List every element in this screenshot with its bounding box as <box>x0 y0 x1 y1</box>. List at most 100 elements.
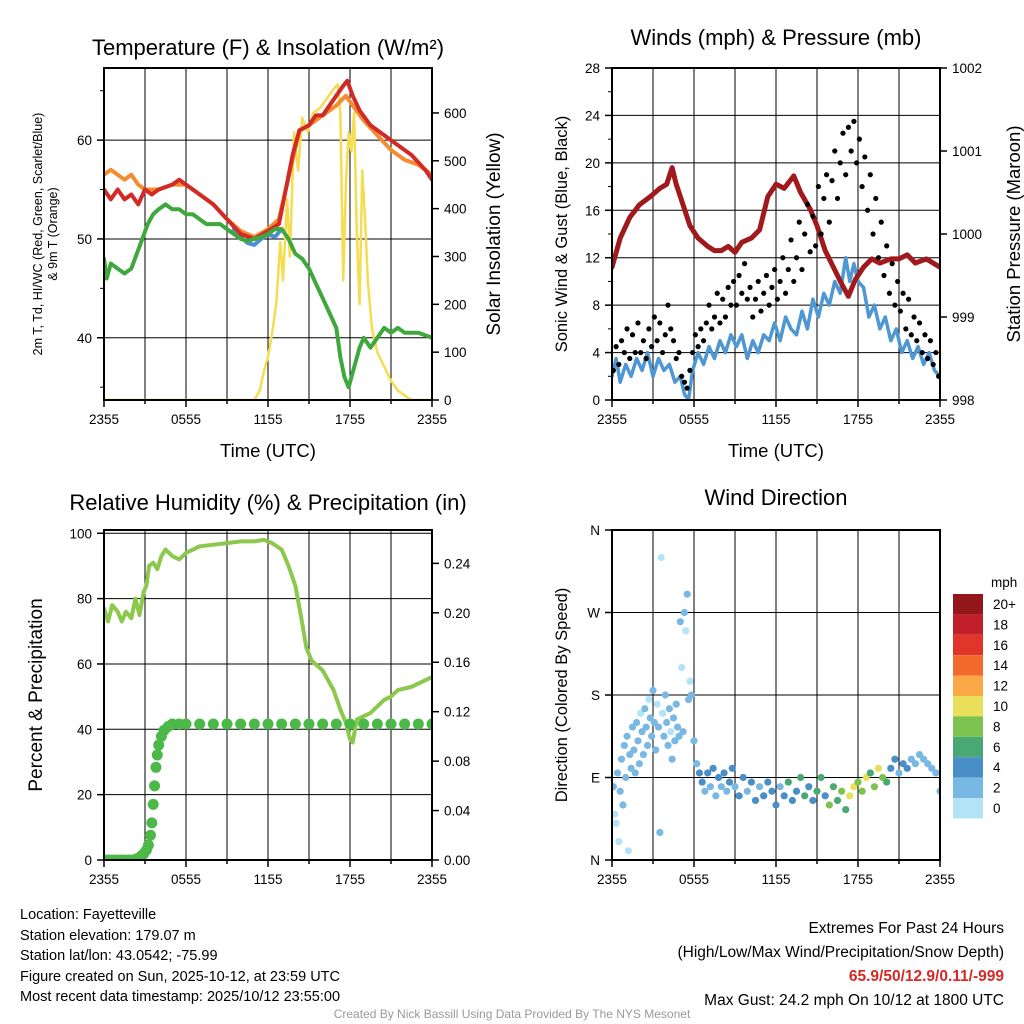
scatter-point-wind-direction <box>671 737 679 745</box>
scatter-point-wind-gust <box>892 302 898 308</box>
scatter-point-wind-direction <box>891 755 899 763</box>
x-tick-label: 1755 <box>843 412 873 427</box>
scatter-point-wind-direction <box>805 783 813 791</box>
scatter-point-wind-direction <box>693 760 701 768</box>
station-latlon: Station lat/lon: 43.0542; -75.99 <box>20 948 218 964</box>
scatter-point-wind-direction <box>712 792 720 800</box>
scatter-point-wind-gust <box>859 183 865 190</box>
scatter-point-wind-direction <box>624 847 633 855</box>
y-tick-label-left: 0 <box>84 853 92 868</box>
scatter-point-wind-direction <box>932 769 940 777</box>
scatter-point-wind-gust <box>668 326 674 332</box>
y-tick-label-right: 100 <box>444 345 467 360</box>
chart-title: Relative Humidity (%) & Precipitation (i… <box>69 490 466 515</box>
scatter-point-wind-gust <box>673 355 679 362</box>
scatter-point-wind-gust <box>670 338 677 344</box>
scatter-point-wind-direction <box>735 792 743 800</box>
scatter-point-wind-gust <box>769 284 775 290</box>
scatter-point-wind-gust <box>927 338 934 344</box>
scatter-point-wind-direction <box>854 778 862 786</box>
scatter-point-wind-direction <box>661 691 669 699</box>
y-tick-label-right: 998 <box>952 393 975 408</box>
scatter-point-wind-gust <box>618 338 625 344</box>
scatter-point-wind-direction <box>838 787 846 795</box>
scatter-point-precipitation <box>146 817 158 829</box>
x-axis-label: Time (UTC) <box>728 440 824 461</box>
scatter-point-precipitation <box>399 718 411 730</box>
scatter-point-precipitation <box>235 718 247 730</box>
scatter-point-wind-direction <box>772 801 780 809</box>
scatter-point-wind-direction <box>731 783 739 791</box>
scatter-point-wind-gust <box>903 326 909 332</box>
scatter-point-wind-direction <box>680 608 689 617</box>
scatter-point-wind-gust <box>810 213 816 219</box>
x-tick-label: 2355 <box>597 872 627 887</box>
y-axis-label-left: Sonic Wind & Gust (Blue, Black) <box>553 116 571 353</box>
chart-title: Temperature (F) & Insolation (W/m²) <box>92 35 444 60</box>
scatter-point-wind-gust <box>870 231 876 237</box>
scatter-point-wind-direction <box>642 723 650 731</box>
scatter-point-precipitation <box>194 718 206 730</box>
scatter-point-wind-gust <box>739 290 745 296</box>
y-tick-label-left: 60 <box>77 657 92 672</box>
extremes-subtitle: (High/Low/Max Wind/Precipitation/Snow De… <box>677 944 1005 961</box>
scatter-point-wind-gust <box>632 349 638 356</box>
scatter-point-wind-direction <box>720 769 728 777</box>
scatter-point-wind-direction <box>678 663 686 672</box>
scatter-point-precipitation <box>207 718 219 730</box>
scatter-point-precipitation <box>142 839 154 851</box>
scatter-point-precipitation <box>385 718 397 730</box>
y-tick-label-right: 0.12 <box>444 705 470 720</box>
scatter-point-wind-gust <box>643 355 649 362</box>
y-tick-label-left: S <box>591 688 600 703</box>
scatter-point-wind-direction <box>665 705 674 713</box>
scatter-point-wind-direction <box>654 723 663 731</box>
y-tick-label-left: N <box>590 523 600 538</box>
scatter-point-wind-direction <box>675 732 683 740</box>
scatter-point-wind-direction <box>612 819 620 827</box>
scatter-point-wind-gust <box>728 302 734 308</box>
scatter-point-wind-direction <box>683 590 691 598</box>
legend-label: 16 <box>993 638 1008 653</box>
scatter-point-wind-direction <box>764 778 772 786</box>
scatter-point-precipitation <box>330 718 342 730</box>
scatter-point-wind-gust <box>676 349 682 356</box>
scatter-point-wind-direction <box>637 709 645 717</box>
legend-label: 0 <box>993 801 1001 816</box>
scatter-point-wind-gust <box>717 320 723 326</box>
scatter-point-wind-gust <box>832 148 838 154</box>
y-tick-label-right: 0.00 <box>444 853 470 868</box>
scatter-point-wind-gust <box>711 314 718 320</box>
figure-created: Figure created on Sun, 2025-10-12, at 23… <box>20 968 340 985</box>
scatter-point-precipitation <box>289 718 301 730</box>
scatter-point-wind-direction <box>626 750 634 759</box>
y-tick-label-left: 0 <box>592 393 600 408</box>
scatter-point-wind-gust <box>823 172 830 178</box>
scatter-point-wind-direction <box>723 787 731 795</box>
scatter-point-wind-gust <box>815 183 821 190</box>
scatter-point-wind-gust <box>621 349 627 356</box>
y-tick-label-left: 100 <box>69 526 92 541</box>
scatter-point-wind-gust <box>703 320 709 326</box>
scatter-point-wind-direction <box>663 718 671 727</box>
scatter-point-wind-direction <box>768 787 776 795</box>
y-tick-label-left: 8 <box>592 298 600 313</box>
scatter-point-wind-direction <box>634 737 642 745</box>
scatter-point-wind-gust <box>851 118 857 124</box>
scatter-point-wind-gust <box>895 278 901 285</box>
x-tick-label: 2355 <box>597 412 627 427</box>
scatter-point-wind-direction <box>728 764 736 772</box>
legend-swatch <box>953 736 983 758</box>
y-tick-label-right: 1001 <box>952 144 982 159</box>
speed-legend: mph 20+ 18 16 14 12 10 8 6 4 2 0 <box>953 575 1017 819</box>
scatter-point-wind-gust <box>684 385 690 391</box>
legend-label: 2 <box>993 781 1001 796</box>
scatter-point-wind-gust <box>856 136 862 142</box>
scatter-point-wind-direction <box>672 700 680 708</box>
scatter-point-wind-direction <box>650 718 658 727</box>
scatter-point-wind-direction <box>612 810 619 818</box>
scatter-point-wind-gust <box>747 284 753 290</box>
legend-swatch <box>953 798 983 819</box>
scatter-point-wind-gust <box>788 237 794 243</box>
x-tick-label: 2355 <box>417 872 447 887</box>
